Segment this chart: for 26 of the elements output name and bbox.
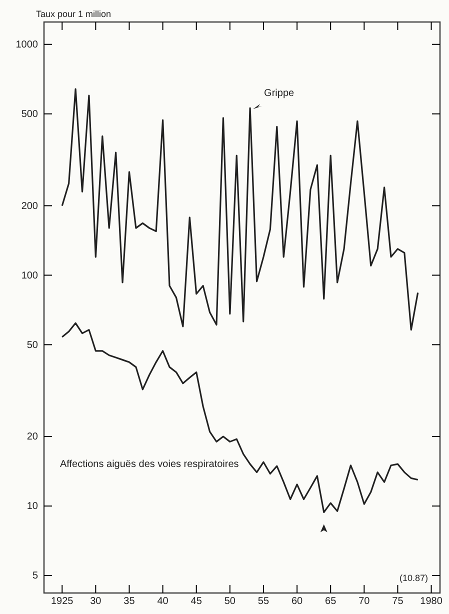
y-axis-title: Taux pour 1 million: [36, 9, 112, 19]
x-tick-label: 35: [124, 596, 136, 608]
x-tick-label: 75: [392, 596, 404, 608]
x-tick-label: 70: [358, 596, 370, 608]
x-tick-label: 65: [325, 596, 337, 608]
x-tick-label: 45: [190, 596, 202, 608]
y-tick-label: 100: [21, 270, 38, 282]
x-tick-label: 50: [224, 596, 236, 608]
series-label: Affections aiguës des voies respiratoires: [60, 458, 239, 470]
x-tick-label: 1925: [50, 596, 74, 608]
x-tick-label: 40: [157, 596, 169, 608]
y-tick-label: 1000: [16, 40, 38, 51]
y-tick-label: 10: [26, 501, 38, 512]
x-tick-label: 30: [90, 596, 102, 608]
y-tick-label: 20: [26, 432, 38, 443]
x-tick-label: 55: [258, 596, 270, 608]
line-series: [61, 88, 419, 331]
y-tick-label: 500: [21, 109, 38, 120]
y-tick-label: 200: [21, 200, 38, 212]
annotation: (10.87): [399, 573, 428, 583]
line-series: [61, 322, 419, 514]
y-tick-label: 50: [26, 340, 38, 351]
y-tick-label: 5: [32, 570, 38, 582]
series-label: Grippe: [264, 88, 295, 100]
x-tick-label: 1980: [420, 596, 443, 608]
x-tick-label: 60: [291, 596, 304, 608]
